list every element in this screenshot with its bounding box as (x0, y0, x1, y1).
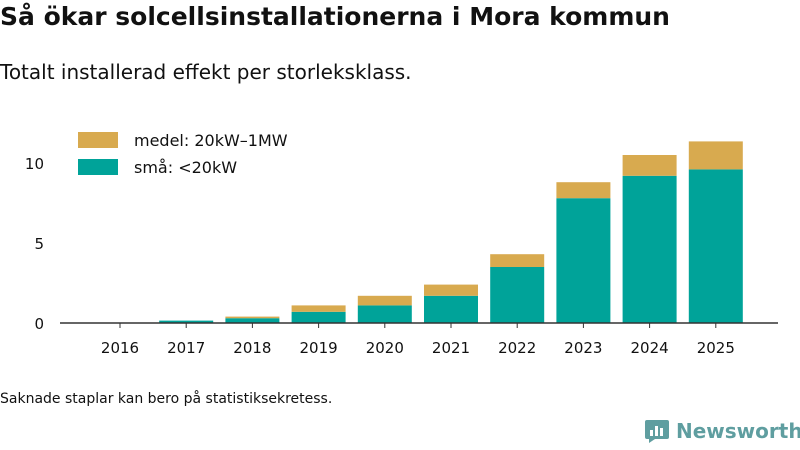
bar-segment-small[interactable] (556, 198, 611, 323)
brand-logo[interactable]: Newsworthy (644, 418, 800, 444)
bar-segment-small[interactable] (225, 318, 280, 323)
legend-label-medium: medel: 20kW–1MW (134, 131, 288, 150)
bar-segment-small[interactable] (291, 311, 346, 323)
x-tick-label: 2021 (432, 339, 470, 357)
bar-segment-small[interactable] (357, 305, 412, 323)
chart-subtitle: Totalt installerad effekt per storlekskl… (0, 60, 412, 84)
bar-segment-small[interactable] (424, 295, 478, 323)
bar-segment-medium[interactable] (688, 141, 743, 170)
newsworthy-logo-icon (645, 420, 669, 443)
x-tick-label: 2017 (167, 339, 205, 357)
bar-segment-small[interactable] (622, 175, 677, 323)
legend-swatch-small (78, 159, 118, 175)
bar-segment-medium[interactable] (291, 305, 346, 312)
x-tick-label: 2022 (498, 339, 536, 357)
x-tick-label: 2016 (101, 339, 139, 357)
bar-segment-medium[interactable] (556, 182, 611, 199)
y-tick-label: 0 (34, 315, 44, 333)
x-tick-label: 2019 (300, 339, 338, 357)
stacked-bar-chart: 0 5 10 2016 2017 2018 2019 2020 2021 2022 2023 2024… (25, 131, 778, 357)
x-tick-label: 2024 (631, 339, 669, 357)
legend-swatch-medium (78, 132, 118, 148)
bar-segment-small[interactable] (159, 320, 214, 323)
x-tick-label: 2023 (564, 339, 602, 357)
bar-segment-medium[interactable] (225, 316, 280, 319)
footnote: Saknade staplar kan bero på statistiksek… (0, 391, 333, 407)
y-tick-label: 10 (25, 155, 44, 173)
bar-segment-medium[interactable] (424, 284, 478, 296)
bar-segment-medium[interactable] (490, 254, 545, 267)
y-tick-label: 5 (34, 235, 44, 253)
x-tick-label: 2020 (366, 339, 404, 357)
brand-name: Newsworthy (676, 419, 800, 443)
bar-segment-small[interactable] (688, 169, 743, 323)
bar-segment-small[interactable] (490, 267, 545, 323)
legend-label-small: små: <20kW (134, 158, 237, 177)
chart-title: Så ökar solcellsinstallationerna i Mora … (0, 2, 670, 31)
bar-segment-medium[interactable] (357, 295, 412, 306)
x-tick-label: 2018 (233, 339, 271, 357)
bar-segment-medium[interactable] (622, 155, 677, 176)
x-tick-label: 2025 (697, 339, 735, 357)
